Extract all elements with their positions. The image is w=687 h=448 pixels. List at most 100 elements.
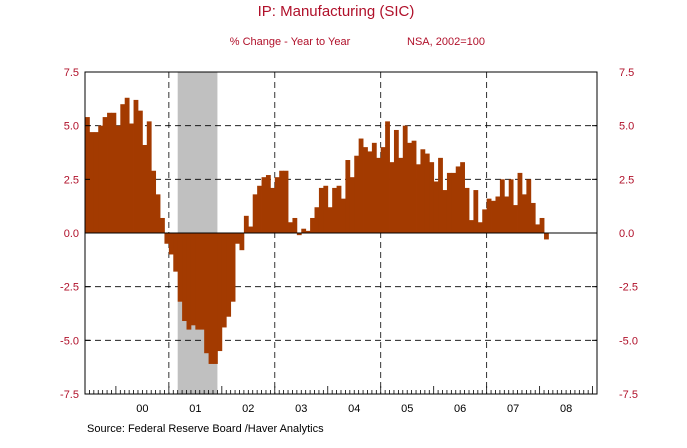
bar	[182, 233, 187, 322]
bar	[115, 125, 121, 233]
bar	[371, 142, 377, 233]
bar	[433, 181, 439, 233]
bar	[252, 194, 258, 233]
y-tick-label-right: -2.5	[619, 282, 638, 294]
bar	[530, 202, 536, 233]
bar	[283, 170, 289, 233]
bar	[336, 185, 342, 233]
x-year-label: 00	[136, 403, 148, 415]
bar	[221, 233, 227, 328]
y-tick-label-right: -7.5	[619, 389, 638, 401]
bar	[349, 177, 355, 233]
bar	[491, 200, 496, 233]
bar	[517, 172, 523, 233]
y-tick-label-right: -5.0	[619, 335, 638, 347]
bar	[186, 233, 192, 330]
bars-layer	[85, 97, 549, 364]
bar	[332, 187, 337, 233]
bar	[93, 132, 99, 233]
bar	[248, 226, 254, 233]
bar	[495, 196, 501, 233]
y-tick-label-left: 5.0	[64, 121, 79, 133]
bar	[102, 117, 108, 233]
y-tick-label-right: 2.5	[619, 174, 634, 186]
bar	[168, 233, 174, 255]
bar	[398, 157, 404, 233]
bar	[111, 112, 117, 233]
bar	[469, 220, 474, 233]
y-tick-label-left: -2.5	[60, 282, 79, 294]
x-year-label: 04	[348, 403, 360, 415]
bar	[482, 209, 488, 233]
axis-layer: 7.5 7.5 5.0 5.0 2.5 2.5 0.0 0.0 -2.5 -2.5 -5.0 -5.0…	[60, 67, 638, 415]
bar	[376, 157, 382, 233]
bar	[416, 164, 421, 233]
bar	[274, 177, 280, 233]
bar	[98, 125, 104, 233]
bar	[199, 233, 205, 330]
bar	[424, 153, 430, 233]
bar	[442, 190, 448, 233]
bar	[190, 233, 196, 326]
bar	[204, 233, 209, 354]
bar	[499, 179, 505, 233]
bar	[363, 147, 368, 233]
bar	[137, 110, 143, 233]
bar	[513, 205, 518, 233]
bar	[385, 121, 390, 233]
x-year-label: 07	[507, 403, 519, 415]
chart-source: Source: Federal Reserve Board /Haver Ana…	[87, 423, 324, 435]
bar	[393, 129, 399, 233]
bar	[402, 125, 408, 233]
bar	[270, 187, 276, 233]
bar	[305, 230, 311, 233]
bar	[151, 170, 157, 233]
bar	[243, 215, 249, 233]
bar	[407, 142, 413, 233]
x-year-label: 03	[295, 403, 307, 415]
x-year-label: 06	[454, 403, 466, 415]
bar	[257, 185, 262, 233]
x-year-label: 01	[189, 403, 201, 415]
bar	[539, 217, 545, 233]
y-tick-label-right: 0.0	[619, 228, 634, 240]
bar	[477, 222, 483, 233]
bar	[341, 198, 346, 233]
bar	[535, 224, 541, 233]
bar	[367, 151, 373, 233]
bar	[544, 233, 549, 240]
bar	[129, 123, 134, 233]
y-tick-label-left: -5.0	[60, 335, 79, 347]
bar	[217, 233, 223, 352]
bar	[146, 121, 152, 233]
bar	[85, 117, 90, 233]
bar	[301, 228, 307, 233]
chart-subtitle-right: NSA, 2002=100	[407, 36, 485, 48]
x-year-label: 08	[560, 403, 572, 415]
bar	[310, 217, 315, 233]
bar	[451, 172, 457, 233]
bar	[464, 187, 470, 233]
bar	[327, 207, 333, 233]
chart-title: IP: Manufacturing (SIC)	[258, 3, 415, 20]
bar	[120, 104, 126, 233]
bar	[411, 140, 417, 233]
bar	[508, 179, 514, 233]
bar	[323, 185, 329, 233]
y-tick-label-left: 7.5	[64, 67, 79, 79]
bar	[155, 194, 161, 233]
chart-subtitle-left: % Change - Year to Year	[230, 36, 351, 48]
bar	[354, 155, 360, 233]
bar	[389, 162, 395, 233]
bar	[288, 222, 293, 233]
bar	[446, 172, 452, 233]
bar	[455, 166, 461, 233]
bar	[142, 144, 148, 233]
bar	[486, 198, 492, 233]
bar	[160, 217, 165, 233]
bar	[133, 99, 139, 233]
bar	[124, 97, 130, 233]
bar	[239, 233, 245, 251]
bar	[173, 233, 179, 272]
